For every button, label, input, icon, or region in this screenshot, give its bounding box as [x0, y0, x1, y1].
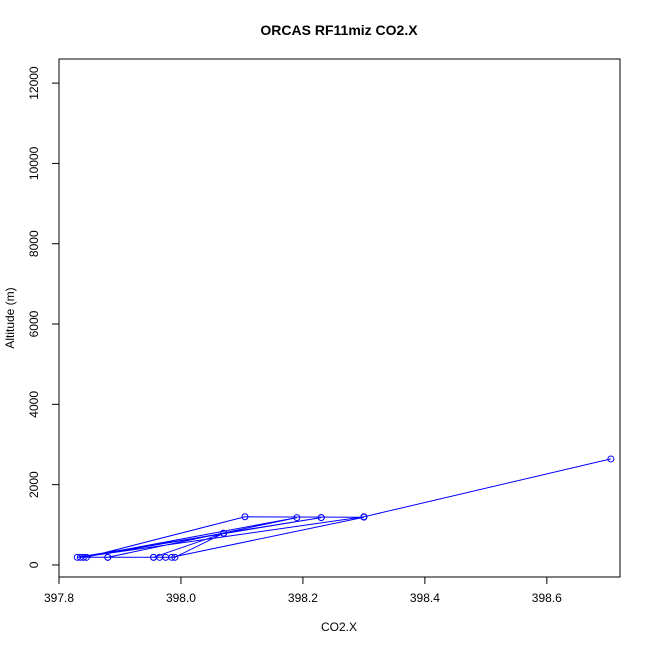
x-tick-label: 398.6: [532, 591, 562, 605]
x-tick-label: 398.4: [410, 591, 440, 605]
data-point: [360, 513, 368, 521]
data-point: [241, 513, 249, 521]
data-point: [104, 553, 112, 561]
data-point: [317, 514, 325, 522]
series-line: [77, 458, 612, 558]
y-tick-label: 2000: [27, 471, 41, 498]
y-tick-label: 6000: [27, 310, 41, 337]
y-tick-label: 8000: [27, 230, 41, 257]
chart-title: ORCAS RF11miz CO2.X: [260, 22, 418, 38]
data-series: [73, 455, 615, 561]
data-point: [79, 553, 87, 561]
y-tick-label: 4000: [27, 391, 41, 418]
x-tick-label: 398.2: [288, 591, 318, 605]
data-point: [150, 553, 158, 561]
x-tick-label: 397.8: [44, 591, 74, 605]
x-axis-label: CO2.X: [321, 620, 357, 634]
y-tick-label: 12000: [27, 66, 41, 100]
x-tick-label: 398.0: [166, 591, 196, 605]
data-point: [293, 514, 301, 522]
y-axis-label: Altitude (m): [3, 287, 17, 348]
data-point: [82, 553, 90, 561]
x-axis: 397.8 398.0 398.2 398.4 398.6: [44, 576, 562, 605]
data-point: [220, 529, 228, 537]
y-axis: 0 2000 4000 6000 8000 10000 12000: [27, 66, 60, 568]
plot-frame: [58, 58, 621, 578]
y-tick-label: 0: [27, 561, 41, 568]
y-tick-label: 10000: [27, 146, 41, 180]
data-point: [171, 553, 179, 561]
data-point: [168, 553, 176, 561]
data-point: [607, 455, 615, 463]
